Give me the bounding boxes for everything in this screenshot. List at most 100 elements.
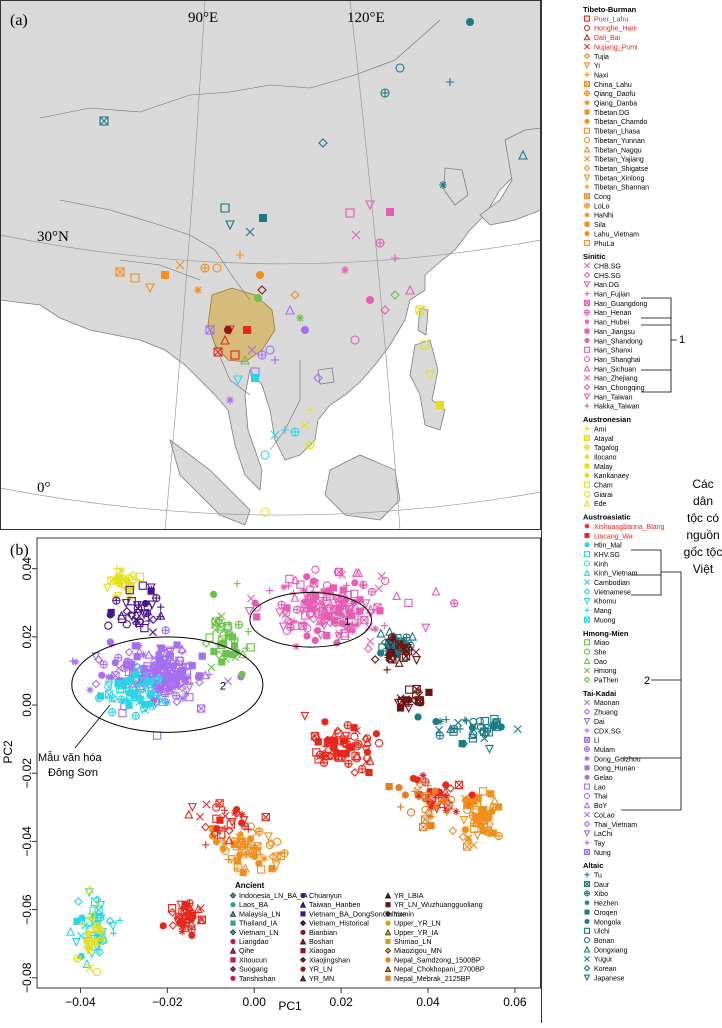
legend-item-label: Yugur	[594, 957, 613, 964]
map-marker	[220, 334, 230, 345]
legend-item-label: Nung	[594, 850, 611, 857]
pca-point	[98, 671, 106, 679]
pca-point	[74, 897, 83, 906]
pca-point	[122, 661, 131, 669]
legend-item-marker	[584, 532, 590, 538]
ancient-legend-item: Upper_YR_LN	[394, 919, 441, 928]
legend-item-label: Puer_Lahu	[594, 16, 628, 23]
map-marker	[345, 208, 355, 218]
pca-point	[334, 753, 344, 762]
pca-point	[346, 624, 356, 633]
legend-item-marker	[584, 337, 590, 343]
pca-point	[183, 676, 192, 685]
pca-point	[348, 612, 356, 620]
legend-item-marker	[583, 820, 591, 828]
legend-item-label: PaThen	[594, 678, 619, 685]
legend-item-label: Tujia	[594, 54, 609, 61]
pca-point	[431, 787, 439, 795]
pca-point	[277, 600, 286, 609]
legend-svg: Tibeto-Burman Puer_Lahu Honghe_Hani Dali_Ba…	[541, 0, 722, 1023]
legend-item-marker	[584, 909, 590, 915]
pca-point	[165, 651, 173, 659]
map-marker	[305, 440, 315, 450]
pca-point	[161, 697, 170, 706]
pca-point	[339, 753, 349, 763]
legend-item-label: Yi	[594, 63, 600, 70]
cluster-ellipse-2	[71, 636, 264, 733]
pca-point	[461, 826, 470, 834]
pca-point	[92, 925, 102, 934]
pca-point	[300, 619, 308, 628]
x-tick-label: 0.02	[329, 995, 353, 1009]
pca-point	[155, 650, 163, 658]
ancient-legend-item: Malaysia_LN	[239, 909, 281, 918]
legend-item-marker	[584, 231, 590, 237]
legend-item-label: Nujiang_Pumi	[594, 44, 638, 51]
ancient-legend-item: Nepal_Samdzong_1500BP	[394, 955, 481, 964]
pca-point	[205, 671, 213, 679]
ancient-legend-item: Qihe	[239, 946, 254, 955]
legend-item-marker	[583, 145, 591, 153]
pca-point	[160, 686, 170, 696]
legend-item-marker	[583, 551, 591, 558]
pca-point	[106, 638, 114, 646]
legend-item-label: Tay	[594, 840, 605, 847]
pca-point	[339, 612, 347, 620]
pca-point	[478, 787, 488, 796]
legend-item-label: Bonan	[594, 938, 614, 945]
pca-point	[366, 637, 375, 646]
pca-point	[173, 917, 183, 927]
pca-point	[233, 865, 241, 873]
legend-group-title: Hmong-Mien	[583, 629, 629, 638]
legend-item-label: Dao	[594, 659, 607, 666]
pca-point	[112, 596, 121, 605]
pca-point	[344, 759, 353, 768]
pca-point	[87, 915, 95, 923]
map-marker	[259, 214, 267, 222]
legend-item-marker	[584, 43, 590, 50]
map-marker	[130, 273, 140, 283]
ancient-legend-marker	[229, 892, 237, 899]
pca-point	[489, 829, 497, 837]
legend-item-label: Li	[594, 738, 600, 745]
pca-point	[212, 803, 221, 812]
ancient-legend-marker	[299, 920, 307, 927]
legend-item-label: Dong_Guizhou	[594, 756, 641, 763]
pca-point	[308, 590, 316, 598]
pca-point	[255, 859, 263, 867]
pca-point	[198, 652, 206, 660]
pca-point	[319, 587, 327, 595]
pca-point	[98, 911, 106, 919]
pca-point	[475, 717, 485, 726]
legend-item-label: Mang	[594, 608, 612, 615]
pca-point	[159, 660, 168, 668]
legend-item-label: Ilocano	[594, 454, 617, 461]
pca-point	[359, 581, 367, 590]
legend-item-label: LoLo	[594, 203, 610, 210]
cluster-label-1: 1	[344, 616, 350, 628]
pca-point	[401, 643, 411, 653]
legend-item-label: HaNhi	[594, 213, 614, 220]
legend-item-marker	[583, 164, 591, 172]
pca-point	[175, 656, 185, 665]
pca-point	[162, 679, 170, 687]
pca-point	[454, 780, 464, 790]
pca-annotation-line1: Mẫu văn hóa	[38, 751, 102, 764]
legend-item-marker	[584, 811, 590, 818]
ancient-legend-marker	[299, 938, 307, 945]
legend-item-marker	[583, 708, 591, 716]
cluster-label-2: 2	[220, 681, 226, 693]
pca-point	[131, 711, 140, 721]
legend-item-marker	[583, 444, 591, 451]
map-land-japan	[479, 127, 542, 226]
legend-item-marker	[584, 109, 590, 115]
ancient-legend-item: Bianbian	[309, 928, 337, 937]
map-marker	[254, 294, 262, 302]
pca-point	[240, 863, 250, 873]
legend-item-label: Cambodian	[594, 580, 630, 587]
legend-item-marker	[584, 454, 590, 460]
legend-item-marker	[583, 945, 591, 953]
pca-point	[201, 639, 211, 648]
pca-point	[125, 585, 134, 595]
pca-point	[85, 944, 94, 952]
